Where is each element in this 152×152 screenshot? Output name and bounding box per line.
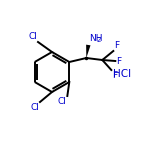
- Text: HCl: HCl: [113, 69, 131, 79]
- Text: 2: 2: [97, 38, 101, 43]
- Text: NH: NH: [89, 34, 103, 43]
- Text: F: F: [114, 41, 119, 50]
- Text: Cl: Cl: [28, 32, 37, 41]
- Text: F: F: [112, 71, 117, 80]
- Polygon shape: [86, 45, 90, 58]
- Text: Cl: Cl: [57, 97, 66, 106]
- Text: Cl: Cl: [30, 103, 39, 112]
- Text: F: F: [116, 57, 121, 66]
